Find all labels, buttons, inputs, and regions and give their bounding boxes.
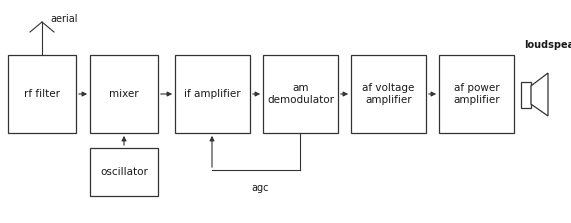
Bar — [175, 55, 250, 133]
Text: rf filter: rf filter — [24, 89, 60, 99]
Bar — [90, 148, 158, 196]
Bar — [351, 55, 426, 133]
Bar — [8, 55, 76, 133]
Text: am
demodulator: am demodulator — [267, 83, 334, 105]
Text: oscillator: oscillator — [100, 167, 148, 177]
Bar — [521, 82, 531, 108]
Text: af power
amplifier: af power amplifier — [453, 83, 500, 105]
Text: agc: agc — [251, 183, 269, 193]
Polygon shape — [531, 73, 548, 116]
Text: if amplifier: if amplifier — [184, 89, 241, 99]
Text: mixer: mixer — [109, 89, 139, 99]
Text: af voltage
amplifier: af voltage amplifier — [363, 83, 415, 105]
Text: loudspeaker: loudspeaker — [524, 40, 571, 50]
Bar — [263, 55, 338, 133]
Bar — [90, 55, 158, 133]
Bar — [439, 55, 514, 133]
Text: aerial: aerial — [50, 14, 78, 24]
